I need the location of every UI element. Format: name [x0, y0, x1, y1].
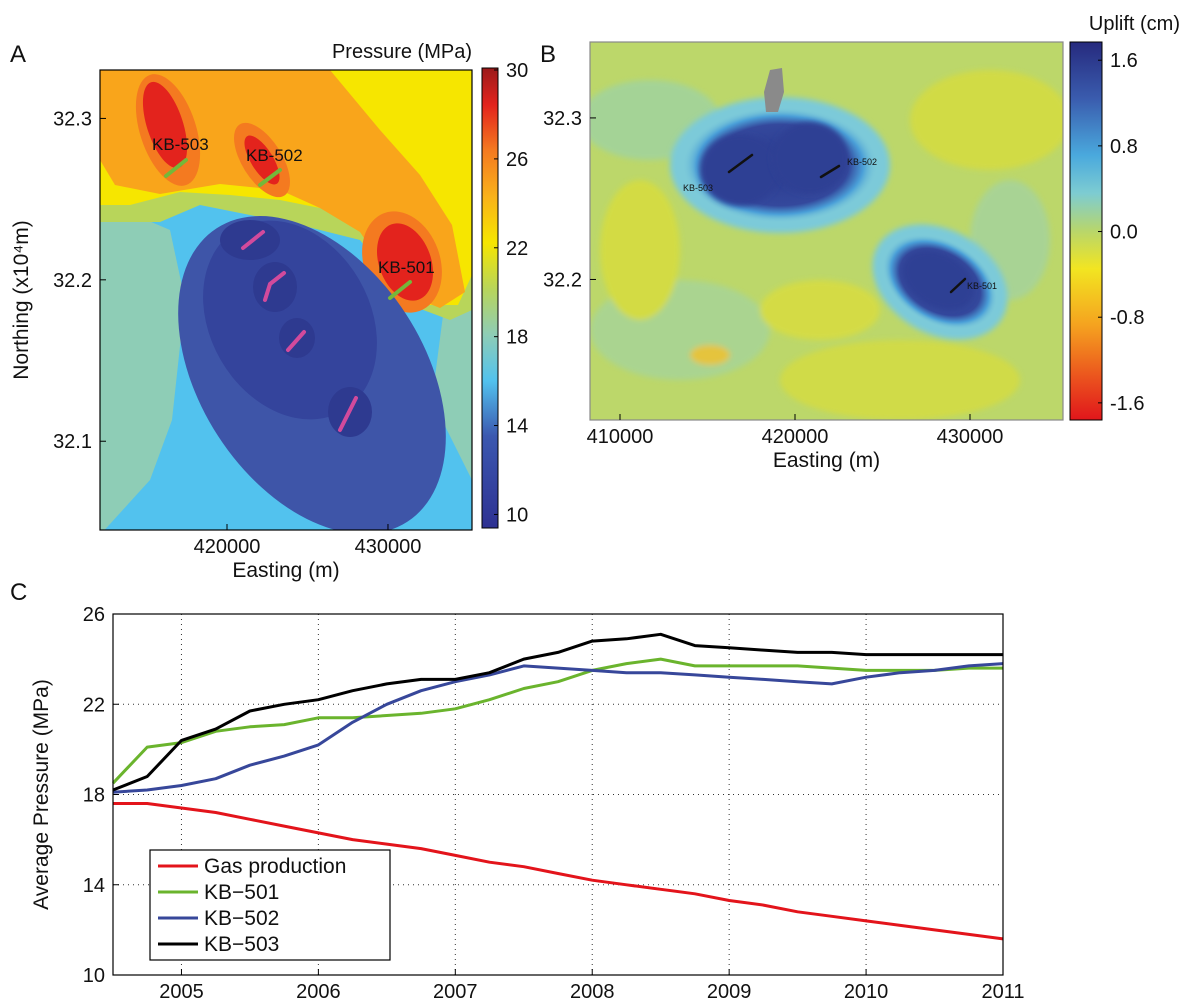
colorbar-tick-label: 22	[506, 238, 528, 260]
y-tick-label: 32.3	[53, 108, 92, 130]
colorbar-tick-label: 10	[506, 504, 528, 526]
y-tick-label: 32.1	[53, 431, 92, 453]
x-tick-label: 410000	[587, 426, 654, 448]
x-tick-label: 420000	[762, 426, 829, 448]
series-line	[112, 632, 1003, 792]
y-tick-label: 32.2	[53, 270, 92, 292]
well-label: KB-503	[152, 135, 209, 154]
legend-label: KB−503	[204, 933, 279, 956]
colorbar-tick-label: -0.8	[1110, 307, 1144, 329]
legend-label: KB−501	[204, 881, 279, 904]
well-label: KB-501	[967, 281, 997, 291]
colorbar	[481, 67, 499, 529]
colorbar-title: Pressure (MPa)	[332, 41, 472, 63]
well-label: KB-502	[847, 157, 877, 167]
y-tick-label: 18	[83, 785, 105, 807]
y-tick-label: 32.2	[543, 269, 582, 291]
colorbar-tick-label: 30	[506, 60, 528, 82]
legend-label: Gas production	[204, 855, 346, 878]
well-label: KB-502	[246, 146, 303, 165]
x-tick-label: 2008	[570, 981, 615, 1003]
panel-label: C	[10, 579, 27, 606]
x-tick-label: 430000	[355, 536, 422, 558]
x-tick-label: 2010	[844, 981, 889, 1003]
y-tick-label: 32.3	[543, 108, 582, 130]
y-tick-label: 14	[83, 875, 105, 897]
axes-frame	[589, 41, 1064, 421]
x-axis-label: Easting (m)	[232, 559, 339, 582]
colorbar-tick-label: 26	[506, 149, 528, 171]
series-line	[111, 657, 1003, 785]
colorbar-title: Uplift (cm)	[1089, 13, 1180, 35]
legend-label: KB−502	[204, 907, 279, 930]
x-tick-label: 2005	[159, 981, 204, 1003]
panel-label: B	[540, 41, 556, 68]
x-tick-label: 2007	[433, 981, 478, 1003]
colorbar-tick-label: -1.6	[1110, 393, 1144, 415]
well-label: KB-501	[378, 258, 435, 277]
uplift-map	[590, 42, 1063, 420]
y-tick-label: 26	[83, 604, 105, 626]
x-tick-label: 2009	[707, 981, 752, 1003]
colorbar-tick-label: 0.8	[1110, 136, 1138, 158]
y-tick-label: 10	[83, 965, 105, 987]
x-tick-label: 420000	[194, 536, 261, 558]
colorbar-tick-label: 0.0	[1110, 222, 1138, 244]
panel-label: A	[10, 41, 26, 68]
axes-frame	[99, 69, 473, 531]
y-tick-label: 22	[83, 694, 105, 716]
legend-box	[149, 849, 391, 961]
colorbar-tick-label: 14	[506, 416, 528, 438]
x-tick-label: 2011	[981, 981, 1024, 1003]
colorbar	[1069, 41, 1103, 421]
x-tick-label: 2006	[296, 981, 341, 1003]
series-line	[113, 802, 1004, 941]
pressure-map	[100, 70, 472, 530]
series-line	[112, 662, 1004, 794]
well-label: KB-503	[683, 183, 713, 193]
x-axis-label: Easting (m)	[773, 449, 880, 472]
y-axis-label: Average Pressure (MPa)	[30, 679, 53, 910]
y-axis-label: Northing (x10⁴m)	[10, 220, 33, 380]
colorbar-tick-label: 18	[506, 327, 528, 349]
colorbar-tick-label: 1.6	[1110, 50, 1138, 72]
x-tick-label: 430000	[937, 426, 1004, 448]
